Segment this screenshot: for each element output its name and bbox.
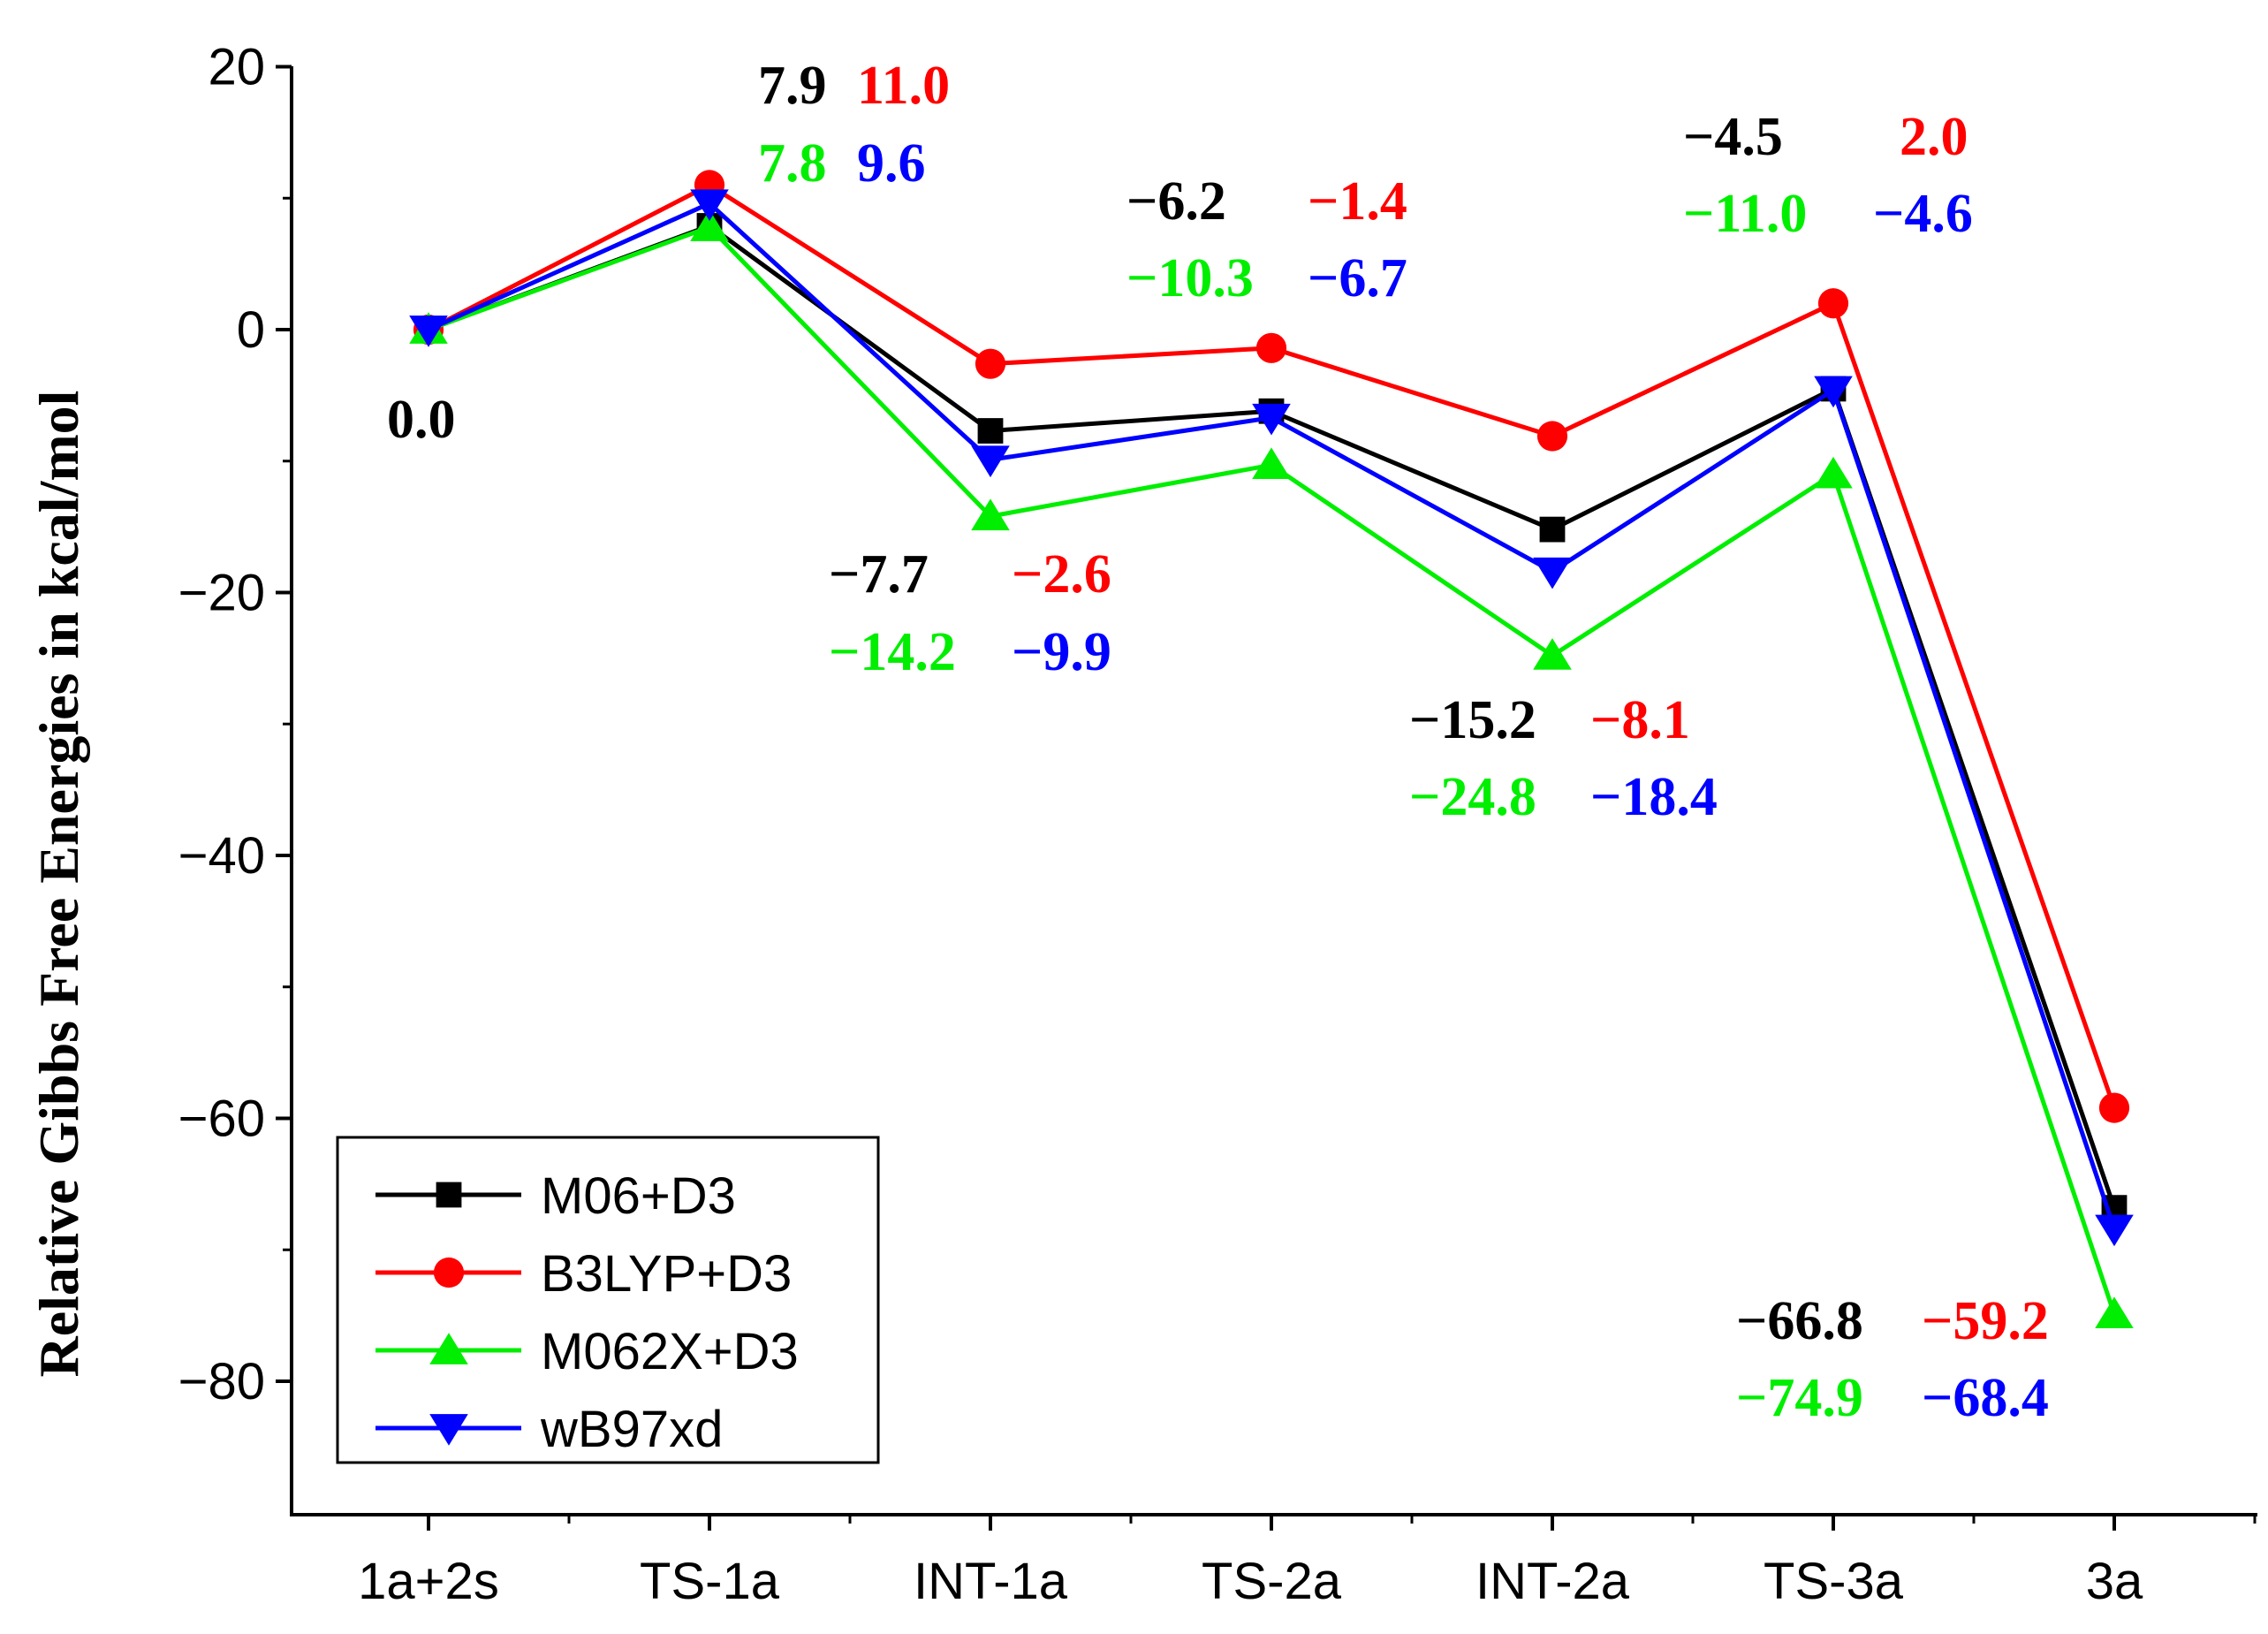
data-point	[971, 445, 1010, 478]
annotations-layer: 0.0 7.9 11.0 7.8 9.6 −6.2 −1.4 −10.3 −6.7 −7.7 −2.…	[387, 56, 2049, 1428]
value-label: −68.4	[1922, 1368, 2049, 1428]
data-point	[1814, 456, 1853, 489]
legend-label: wB97xd	[540, 1401, 723, 1458]
value-label: −8.1	[1590, 690, 1690, 750]
legend-entry: M062X+D3	[375, 1323, 799, 1380]
legend-label: M062X+D3	[541, 1323, 799, 1380]
y-tick-label: −80	[178, 1353, 265, 1410]
x-tick-label: TS-2a	[1202, 1553, 1342, 1610]
y-axis-title: Relative Gibbs Free Energies in kcal/mol	[27, 391, 90, 1378]
value-label: −14.2	[829, 622, 956, 682]
data-point	[2095, 1296, 2134, 1328]
data-point	[409, 315, 448, 347]
value-label: 11.0	[857, 56, 950, 116]
data-point	[690, 189, 729, 221]
series-layer	[409, 170, 2134, 1328]
y-tick-label: 0	[237, 301, 265, 359]
data-point	[429, 1333, 468, 1364]
legend-entry: M06+D3	[375, 1167, 736, 1225]
value-label: −9.9	[1012, 622, 1111, 682]
value-label: −1.4	[1308, 171, 1407, 232]
x-tick-label: 3a	[2086, 1553, 2143, 1610]
legend-label: B3LYP+D3	[541, 1245, 792, 1303]
data-point	[436, 1182, 462, 1208]
data-point	[1255, 332, 1287, 363]
value-label: 2.0	[1900, 107, 1968, 167]
data-point	[433, 1257, 465, 1288]
data-point	[429, 1414, 468, 1446]
value-label: −24.8	[1409, 767, 1536, 827]
data-point	[1539, 516, 1566, 543]
value-label: 7.8	[758, 133, 827, 194]
series-line	[427, 182, 2117, 1109]
value-label: −6.2	[1126, 171, 1226, 232]
data-point	[971, 498, 1010, 531]
value-label: −4.6	[1873, 184, 1973, 244]
legend-label: M06+D3	[541, 1167, 736, 1225]
y-tick-label: −20	[178, 565, 265, 622]
data-point	[1533, 557, 1572, 589]
data-point	[1533, 638, 1572, 670]
axes	[290, 66, 2257, 1516]
value-label: −59.2	[1922, 1291, 2049, 1351]
series-B3LYP+D3	[413, 170, 2130, 1123]
value-label: 9.6	[857, 133, 926, 194]
data-point	[1252, 447, 1291, 480]
data-point	[1817, 288, 1849, 319]
legend-entry: wB97xd	[375, 1401, 723, 1458]
value-label: −66.8	[1736, 1291, 1863, 1351]
x-tick-label: 1a+2s	[358, 1553, 499, 1610]
legend-entry: B3LYP+D3	[375, 1245, 792, 1303]
value-label: −74.9	[1736, 1368, 1863, 1428]
x-tick-label: INT-2a	[1475, 1553, 1630, 1610]
data-point	[2098, 1092, 2130, 1123]
data-point	[1814, 376, 1853, 408]
x-axis-ticks: 1a+2s TS-1a INT-1a TS-2a INT-2a TS-3a 3a	[358, 1515, 2257, 1610]
data-point	[690, 209, 729, 241]
legend-box	[336, 1136, 880, 1464]
value-label: 0.0	[387, 390, 456, 450]
value-label: −7.7	[829, 544, 929, 604]
series-wB97xd	[409, 189, 2134, 1247]
value-label: −10.3	[1126, 248, 1254, 308]
x-tick-label: TS-1a	[640, 1553, 780, 1610]
x-tick-label: TS-3a	[1764, 1553, 1904, 1610]
data-point	[1252, 403, 1291, 436]
value-label: −11.0	[1683, 184, 1807, 244]
value-label: −6.7	[1308, 248, 1407, 308]
series-line	[428, 223, 2117, 1209]
value-label: −4.5	[1683, 107, 1783, 167]
data-point	[977, 418, 1004, 444]
value-label: −2.6	[1012, 544, 1111, 604]
data-point	[1536, 421, 1568, 452]
x-tick-label: INT-1a	[914, 1553, 1068, 1610]
series-M062X+D3	[409, 209, 2134, 1328]
series-M06+D3	[415, 213, 2128, 1221]
legend: M06+D3 B3LYP+D3 M062X+D3 wB97xd	[336, 1136, 880, 1464]
value-label: −18.4	[1590, 767, 1718, 827]
y-tick-label: −40	[178, 827, 265, 885]
y-tick-label: 20	[208, 39, 265, 96]
value-label: 7.9	[758, 56, 827, 116]
y-axis-ticks: 20 0 −20 −40 −60 −80	[178, 39, 292, 1410]
data-point	[975, 348, 1006, 379]
value-label: −15.2	[1409, 690, 1536, 750]
y-tick-label: −60	[178, 1091, 265, 1148]
data-point	[2095, 1214, 2134, 1247]
